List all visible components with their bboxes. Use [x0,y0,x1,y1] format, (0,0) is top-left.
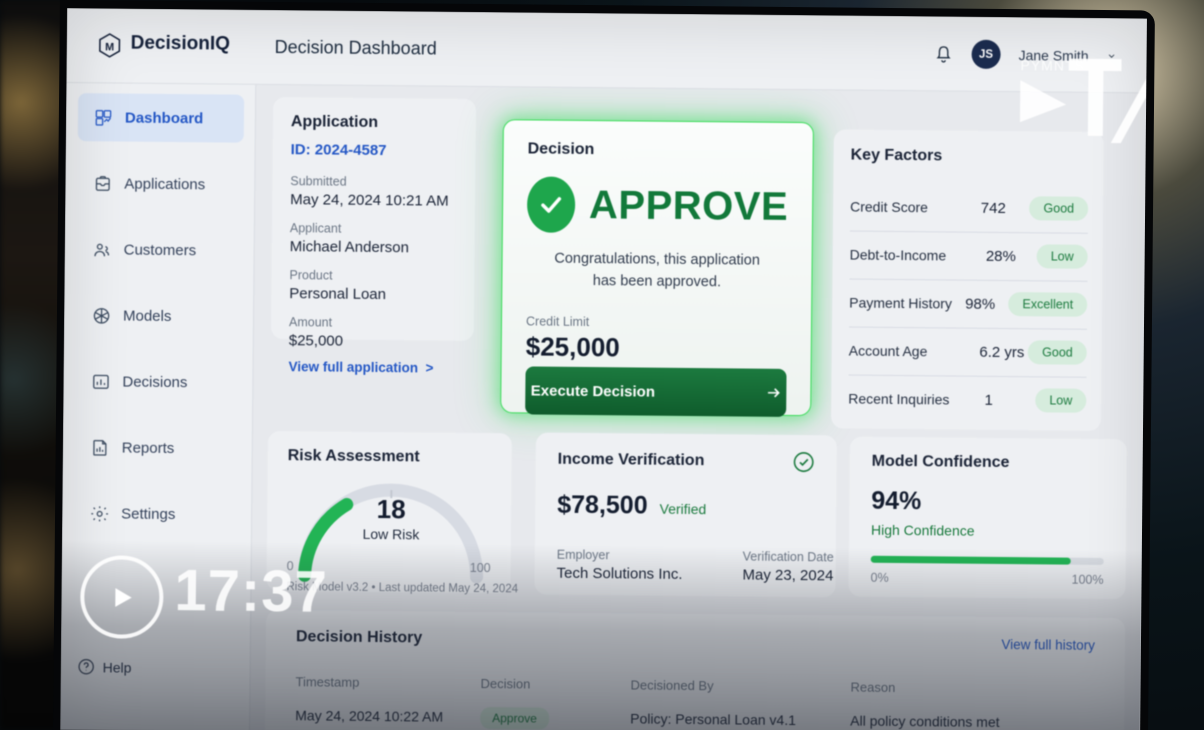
svg-text:M: M [105,41,114,53]
